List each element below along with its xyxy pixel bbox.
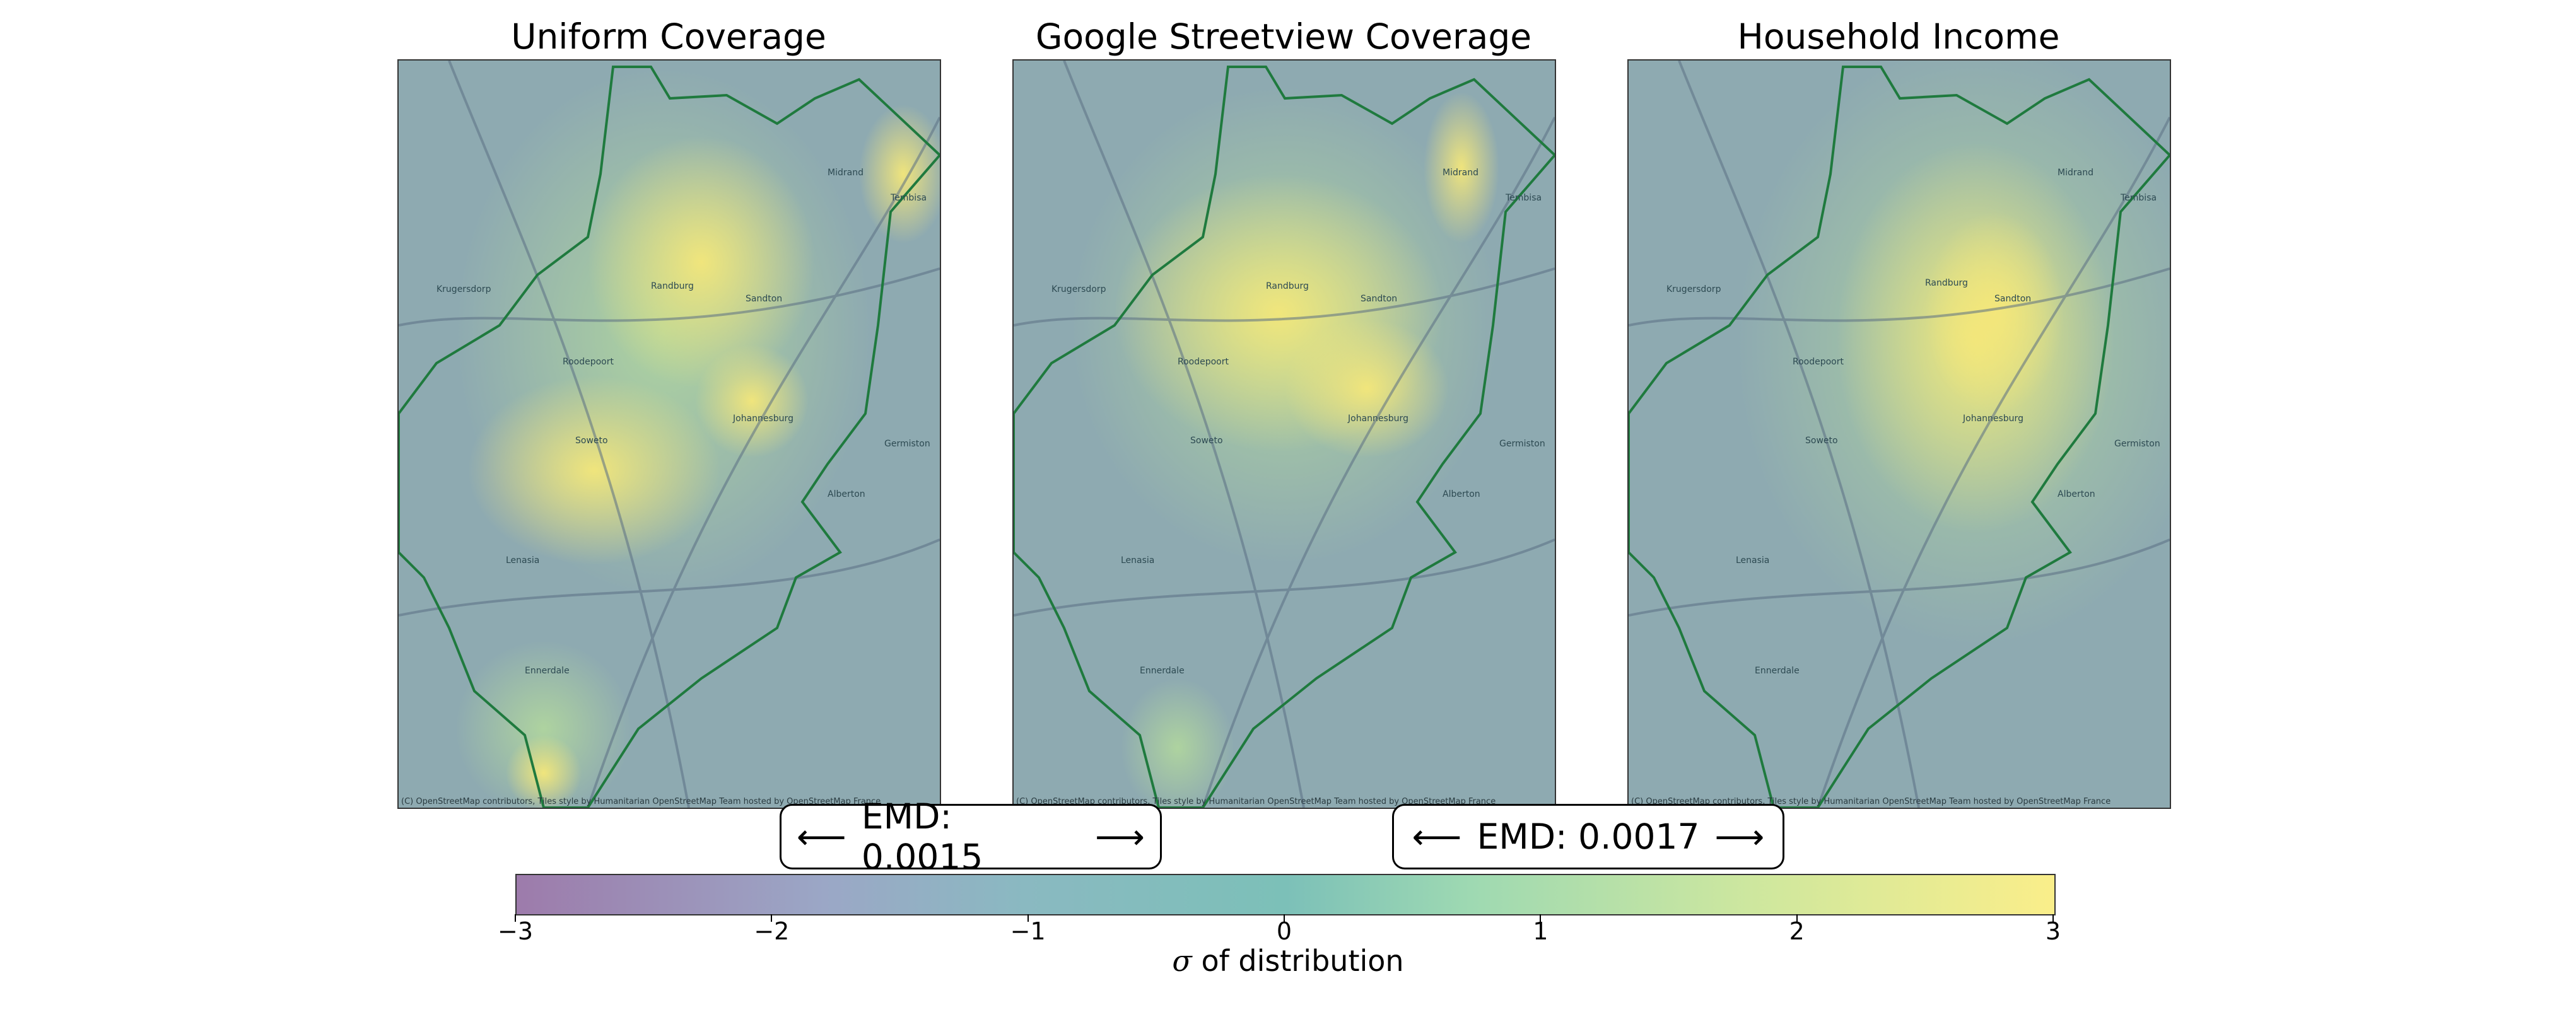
panel-title-uniform: Uniform Coverage <box>511 16 826 57</box>
colorbar-tick-label: 3 <box>2045 917 2061 945</box>
heatmap-map <box>1014 61 1555 808</box>
place-label: Johannesburg <box>1348 414 1408 424</box>
place-label: Randburg <box>651 281 694 291</box>
place-label: Germiston <box>884 439 930 449</box>
colorbar-tick-label: −3 <box>497 917 534 945</box>
place-label: Sandton <box>1361 294 1398 304</box>
place-label: Roodepoort <box>1793 357 1844 367</box>
right-arrow-icon: ⟶ <box>1714 816 1765 857</box>
place-label: Midrand <box>2058 168 2093 178</box>
colorbar-tick-label: −1 <box>1010 917 1046 945</box>
place-label: Soweto <box>575 436 608 446</box>
panel-title-streetview: Google Streetview Coverage <box>1035 16 1532 57</box>
place-label: Tembisa <box>2121 193 2157 203</box>
place-label: Lenasia <box>506 555 540 566</box>
colorbar-tick-label: 2 <box>1789 917 1805 945</box>
place-label: Ennerdale <box>525 666 570 676</box>
colorbar-tick <box>1284 914 1285 922</box>
place-label: Krugersdorp <box>1666 284 1721 294</box>
map-attribution: (C) OpenStreetMap contributors, Tiles st… <box>401 797 881 806</box>
colorbar-tick <box>515 914 516 922</box>
colorbar-tick <box>1796 914 1798 922</box>
colorbar <box>515 874 2056 915</box>
place-label: Lenasia <box>1736 555 1770 566</box>
place-label: Johannesburg <box>733 414 793 424</box>
colorbar-tick <box>771 914 773 922</box>
place-label: Soweto <box>1190 436 1223 446</box>
place-label: Krugersdorp <box>1051 284 1106 294</box>
colorbar-tick-label: 1 <box>1533 917 1549 945</box>
emd-value: EMD: 0.0015 <box>861 796 983 877</box>
place-label: Alberton <box>1443 489 1480 499</box>
sigma-symbol: σ <box>1172 944 1192 978</box>
emd-value: EMD: 0.0017 <box>1477 816 1700 857</box>
place-label: Randburg <box>1266 281 1309 291</box>
colorbar-tick-label: −2 <box>754 917 790 945</box>
left-arrow-icon: ⟵ <box>1412 816 1462 857</box>
place-label: Ennerdale <box>1755 666 1800 676</box>
colorbar-tick-label: 0 <box>1276 917 1292 945</box>
place-label: Krugersdorp <box>436 284 491 294</box>
place-label: Tembisa <box>1506 193 1542 203</box>
place-label: Midrand <box>828 168 864 178</box>
heatmap-map <box>1629 61 2170 808</box>
place-label: Sandton <box>746 294 783 304</box>
left-arrow-icon: ⟵ <box>797 816 846 857</box>
place-label: Randburg <box>1925 278 1968 288</box>
place-label: Alberton <box>828 489 865 499</box>
panel-title-income: Household Income <box>1737 16 2060 57</box>
colorbar-tick <box>1540 914 1542 922</box>
place-label: Lenasia <box>1121 555 1155 566</box>
colorbar-label-text: of distribution <box>1191 944 1404 978</box>
place-label: Alberton <box>2058 489 2095 499</box>
place-label: Ennerdale <box>1140 666 1185 676</box>
place-label: Midrand <box>1443 168 1478 178</box>
place-label: Tembisa <box>891 193 927 203</box>
place-label: Sandton <box>1994 294 2032 304</box>
heatmap-map <box>399 61 940 808</box>
map-panel-streetview[interactable]: Randburg Sandton Roodepoort Soweto Johan… <box>1012 59 1556 809</box>
place-label: Johannesburg <box>1963 414 2023 424</box>
emd-box-streetview-vs-income: ⟵ EMD: 0.0017 ⟶ <box>1392 804 1784 869</box>
colorbar-tick <box>2052 914 2054 922</box>
map-panel-income[interactable]: Randburg Sandton Roodepoort Soweto Johan… <box>1627 59 2171 809</box>
map-panel-uniform[interactable]: Randburg Sandton Roodepoort Soweto Johan… <box>397 59 941 809</box>
place-label: Roodepoort <box>563 357 614 367</box>
colorbar-label: σ of distribution <box>0 944 2576 978</box>
colorbar-tick <box>1027 914 1029 922</box>
place-label: Soweto <box>1805 436 1838 446</box>
place-label: Roodepoort <box>1178 357 1229 367</box>
right-arrow-icon: ⟶ <box>1095 816 1145 857</box>
place-label: Germiston <box>1499 439 1545 449</box>
place-label: Germiston <box>2114 439 2160 449</box>
emd-box-uniform-vs-streetview: ⟵ EMD: 0.0015 ⟶ <box>780 796 1162 877</box>
